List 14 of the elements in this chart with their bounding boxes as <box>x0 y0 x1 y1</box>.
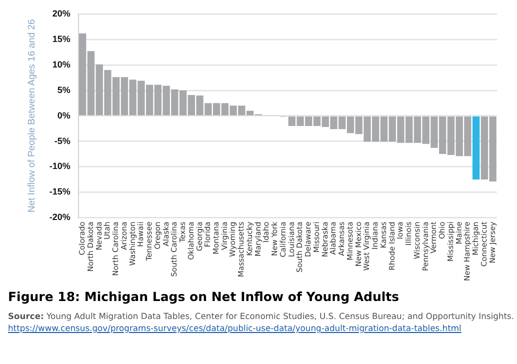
y-tick-label: 15% <box>52 34 70 44</box>
y-tick-label: 10% <box>52 59 70 70</box>
text: Figure 18: Michigan Lags on Net Inflow of Young Adults <box>8 289 400 304</box>
y-tick-label: -5% <box>54 136 70 146</box>
bar <box>472 116 480 180</box>
y-tick-label: 0% <box>57 110 70 120</box>
text: https://www.census.gov/programs-surveys/ces/data/public-use-data/young-adult-migration-data-tables.html <box>8 322 462 334</box>
y-tick-label: -20% <box>49 212 70 222</box>
y-tick-label: 20% <box>52 8 70 18</box>
y-tick-label: -10% <box>49 161 70 172</box>
y-axis-title: Net Inflow of People Between Ages 16 and 26 <box>26 19 38 212</box>
source-note: Source: Young Adult Migration Data Tables, Center for Economic Studies, U.S. Census Bureau; and Opportunity Insights. <box>8 310 514 322</box>
y-tick-label: 5% <box>57 84 70 95</box>
y-tick-label: -15% <box>49 186 70 197</box>
